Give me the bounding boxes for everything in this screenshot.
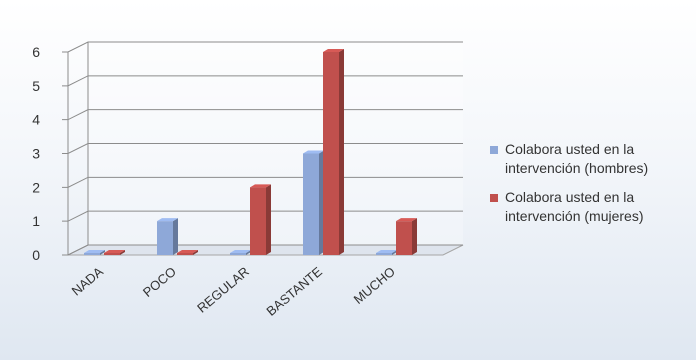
bar-nada-hombres-top [84,250,105,253]
gridline-2 [62,176,463,188]
legend-swatch-mujeres [490,194,498,202]
bar-bastante-hombres [303,153,319,255]
bar-regular-mujeres [250,187,266,255]
bar-poco-hombres-top [157,218,178,222]
bar-mucho-hombres-side [392,250,397,255]
legend-item-hombres: Colabora usted en la intervención (hombr… [490,140,690,178]
bar-bastante-hombres-side [319,150,324,255]
y-tick-label: 0 [32,247,40,263]
gridline-3 [62,143,463,154]
bar-mucho-mujeres-side [412,218,417,255]
bar-nada-mujeres-side [120,250,125,255]
bar-poco-mujeres-side [193,250,198,255]
bar-nada-hombres [84,253,100,255]
y-tick-label: 3 [32,146,40,162]
bar-mucho-mujeres [396,221,412,255]
x-category-label: POCO [140,264,179,300]
gridline-0 [62,244,463,256]
bar-poco-mujeres [177,253,193,255]
bar-nada-hombres-side [100,250,105,255]
bar-regular-hombres-side [246,250,251,255]
x-category-label: NADA [69,264,107,299]
bar-poco-mujeres-top [177,250,198,253]
legend-label-hombres: Colabora usted en la intervención (hombr… [505,141,649,176]
bar-bastante-mujeres-side [339,49,344,255]
bar-regular-mujeres-side [266,184,271,255]
bar-mucho-mujeres-top [396,218,417,222]
y-tick-label: 5 [32,78,40,94]
bar-regular-mujeres-top [250,184,271,188]
legend-label-mujeres: Colabora usted en la intervención (mujer… [505,189,644,224]
bar-bastante-mujeres [323,52,339,255]
bar-bastante-mujeres-top [323,49,344,52]
bar-mucho-hombres-top [376,250,397,253]
bar-poco-hombres-side [173,218,178,255]
y-tick-label: 4 [32,112,40,128]
bar-nada-mujeres [104,253,120,255]
bar-regular-hombres [230,253,246,255]
gridline-1 [62,210,463,222]
legend: Colabora usted en la intervención (hombr… [490,140,690,236]
legend-swatch-hombres [490,146,498,154]
bar-poco-hombres [157,221,173,255]
x-category-label: MUCHO [351,264,398,307]
x-category-label: REGULAR [194,264,252,316]
bar-bastante-hombres-top [303,150,324,154]
bar-mucho-hombres [376,253,392,255]
y-tick-label: 1 [32,213,40,229]
legend-item-mujeres: Colabora usted en la intervención (mujer… [490,188,690,226]
x-category-label: BASTANTE [263,264,325,319]
bar-regular-hombres-top [230,250,251,253]
gridline-6 [62,41,463,53]
y-tick-label: 6 [32,44,40,60]
bar-nada-mujeres-top [104,250,125,253]
y-tick-label: 2 [32,179,40,195]
gridline-5 [62,75,463,87]
gridline-4 [62,109,463,121]
